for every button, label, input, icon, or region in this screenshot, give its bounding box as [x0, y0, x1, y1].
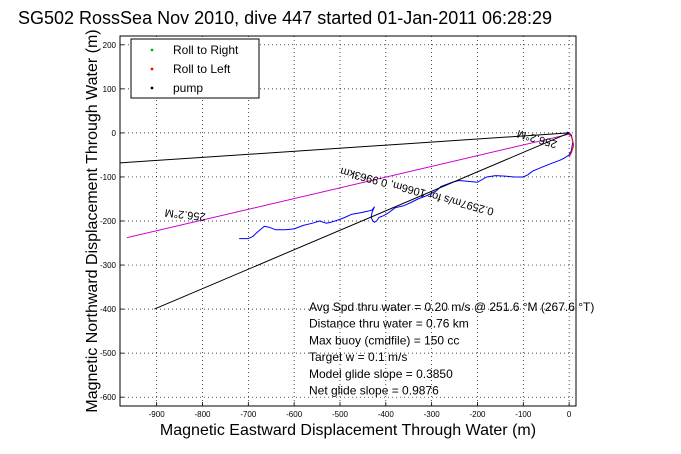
- legend-marker: [150, 86, 154, 90]
- x-tick-label: -100: [515, 410, 532, 419]
- x-tick-label: 0: [567, 410, 572, 419]
- y-tick-label: -100: [100, 173, 117, 182]
- tick-labels: -900 -800 -700 -600 -500 -400 -300 -200 -100 0 200…: [100, 41, 572, 419]
- series-line-2: [566, 132, 575, 158]
- x-tick-label: -300: [424, 410, 441, 419]
- info-line: Target w = 0.1 m/s: [309, 350, 407, 364]
- legend-marker: [150, 48, 154, 52]
- y-tick-label: 200: [103, 41, 117, 50]
- y-tick-label: 0: [112, 129, 117, 138]
- series-line-3: [119, 132, 570, 164]
- chart-title: SG502 RossSea Nov 2010, dive 447 started…: [18, 8, 552, 28]
- x-axis-label: Magnetic Eastward Displacement Through W…: [160, 422, 536, 439]
- legend: Roll to Right Roll to Left pump: [130, 38, 260, 99]
- y-axis-label: Magnetic Northward Displacement Through …: [84, 29, 101, 412]
- x-tick-label: -800: [194, 410, 211, 419]
- series-line-4: [154, 132, 570, 310]
- heading-annotation: 256.2°M: [164, 206, 206, 222]
- info-text-block: Avg Spd thru water = 0.20 m/s @ 251.6 °M…: [309, 300, 594, 398]
- x-tick-label: -600: [286, 410, 303, 419]
- y-tick-label: 100: [103, 85, 117, 94]
- series-line-1: [126, 133, 570, 239]
- info-line: Model glide slope = 0.3850: [309, 367, 453, 381]
- info-line: Distance thru water = 0.76 km: [309, 317, 469, 331]
- y-tick-label: -600: [100, 393, 117, 402]
- x-tick-label: -900: [149, 410, 166, 419]
- y-tick-label: -500: [100, 349, 117, 358]
- x-tick-label: -200: [469, 410, 486, 419]
- legend-label: pump: [173, 81, 203, 95]
- info-line: Max buoy (cmdfile) = 150 cc: [309, 333, 459, 347]
- x-tick-label: -700: [240, 410, 257, 419]
- info-line: Avg Spd thru water = 0.20 m/s @ 251.6 °M…: [309, 300, 594, 314]
- info-line: Net glide slope = 0.9876: [309, 384, 439, 398]
- x-tick-label: -500: [332, 410, 349, 419]
- y-tick-label: -400: [100, 305, 117, 314]
- x-tick-label: -400: [378, 410, 395, 419]
- legend-marker: [150, 67, 154, 71]
- series-layer: [119, 131, 575, 310]
- y-tick-label: -300: [100, 261, 117, 270]
- legend-label: Roll to Right: [173, 43, 239, 57]
- series-line-0: [239, 131, 574, 240]
- y-tick-label: -200: [100, 217, 117, 226]
- legend-label: Roll to Left: [173, 62, 231, 76]
